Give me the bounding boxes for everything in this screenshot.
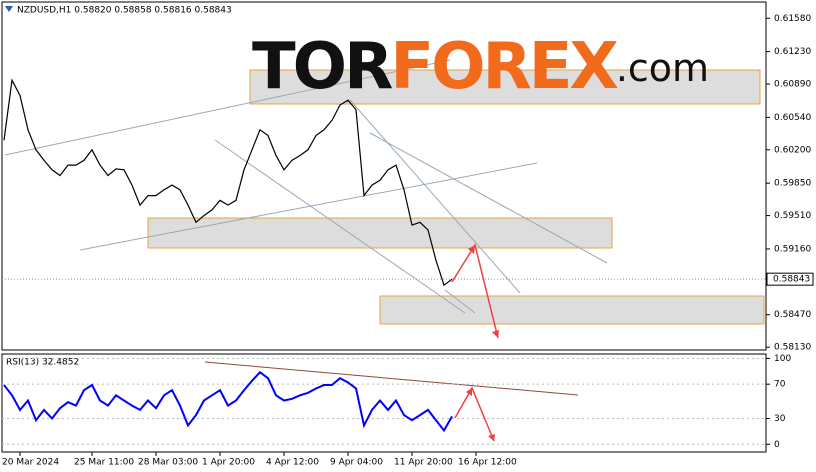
watermark-part: TOR [252, 30, 392, 104]
rsi-title: RSI(13) 32.4852 [6, 358, 79, 368]
x-tick-label: 1 Apr 20:00 [202, 458, 255, 468]
y-tick-label: 0.60890 [774, 80, 811, 90]
trend-line [4, 59, 451, 156]
current-price-box [766, 272, 814, 286]
trend-line [444, 289, 476, 314]
x-tick-label: 11 Apr 20:00 [394, 458, 453, 468]
trend-line [79, 162, 538, 251]
trend-line [349, 99, 521, 294]
y-tick-label: 0.59850 [774, 179, 811, 189]
y-tick-label: 0.61230 [774, 47, 811, 57]
y-tick-label: 0.61580 [774, 14, 811, 24]
y-tick-label: 30 [774, 414, 786, 424]
x-tick-label: 25 Mar 11:00 [74, 458, 134, 468]
y-tick-label: 70 [774, 380, 786, 390]
chart-title: NZDUSD,H1 0.58820 0.58858 0.58816 0.5884… [17, 6, 232, 16]
y-tick-label: 0.59510 [774, 211, 811, 221]
y-tick-label: 0.58470 [774, 310, 811, 320]
data-line [3, 78, 453, 287]
x-tick-label: 20 Mar 2024 [2, 458, 59, 468]
watermark-part: FOREX [390, 30, 618, 104]
zone [147, 217, 613, 249]
y-tick-label: 100 [774, 354, 791, 364]
current-price-label: 0.58843 [773, 275, 810, 285]
x-tick-label: 4 Apr 12:00 [266, 458, 319, 468]
analysis-drawings [4, 59, 765, 442]
arrow-head [466, 388, 495, 441]
watermark-part: .com [616, 46, 709, 90]
y-tick-label: 0.60200 [774, 145, 811, 155]
data-line [3, 370, 453, 433]
x-tick-label: 28 Mar 03:00 [138, 458, 198, 468]
watermark: TORFOREX.com [252, 30, 709, 104]
symbol-icon [5, 6, 13, 12]
x-tick-label: 16 Apr 12:00 [458, 458, 517, 468]
y-tick-label: 0.60540 [774, 113, 811, 123]
zone [249, 69, 761, 105]
y-tick-label: 0.59160 [774, 244, 811, 254]
trend-line [214, 139, 466, 314]
y-tick-label: 0.58130 [774, 343, 811, 353]
rsi-trend-line [204, 361, 579, 396]
x-tick-label: 9 Apr 04:00 [330, 458, 383, 468]
trend-line [369, 132, 608, 264]
rsi-panel [1, 353, 767, 453]
zone [379, 295, 765, 325]
y-tick-label: 0 [774, 440, 780, 450]
